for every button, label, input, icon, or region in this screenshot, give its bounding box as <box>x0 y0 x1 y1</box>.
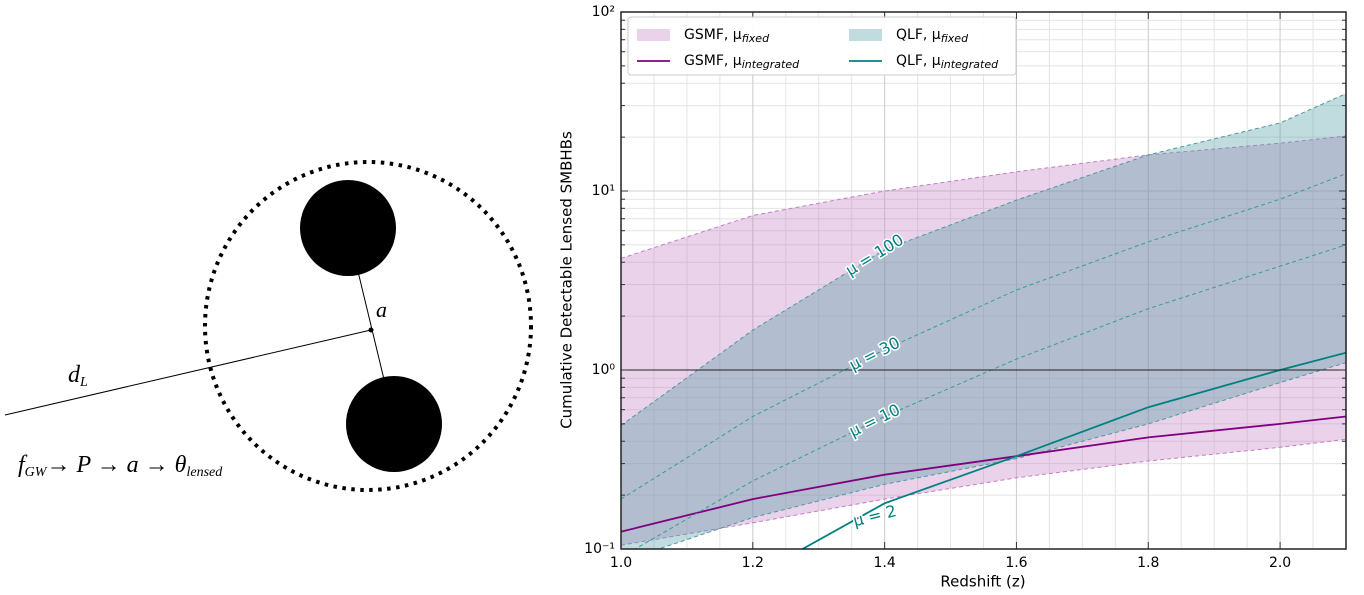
x-tick-label: 1.4 <box>874 555 896 571</box>
legend-name: QLF, μ <box>896 27 941 43</box>
y-tick-label: 10⁰ <box>592 362 616 378</box>
separation-line <box>347 229 396 426</box>
legend-name: GSMF, μ <box>684 53 742 69</box>
y-tick-label: 10⁻¹ <box>584 541 615 557</box>
band-edge <box>621 93 1346 426</box>
legend-subscript: integrated <box>941 58 999 71</box>
band-area <box>621 135 1346 546</box>
x-tick-label: 1.0 <box>610 555 632 571</box>
legend-name: QLF, μ <box>896 53 941 69</box>
center-dot <box>368 327 374 333</box>
band-edge <box>621 438 1346 546</box>
band-edge <box>657 362 1346 549</box>
legend-label: GSMF, μintegrated <box>684 53 800 71</box>
chain-part: f <box>18 452 28 478</box>
chain-subscript: GW <box>25 465 48 480</box>
plot-frame <box>620 11 1347 550</box>
chart: Cumulative Detectable Lensed SMBHBs Reds… <box>558 4 1347 591</box>
black-hole <box>300 180 396 276</box>
plot-area <box>621 12 1346 549</box>
legend-label: QLF, μfixed <box>896 27 969 45</box>
diagram: a dL fGW→ P → a → θlensed <box>4 160 533 492</box>
separation-label: a <box>376 297 387 322</box>
legend-subscript: integrated <box>742 58 800 71</box>
legend-swatch <box>849 29 882 41</box>
x-tick-label: 1.2 <box>742 555 764 571</box>
distance-line <box>4 329 372 416</box>
legend-swatch <box>637 29 670 41</box>
legend-label: QLF, μintegrated <box>896 53 999 71</box>
legend-subscript: fixed <box>941 32 969 45</box>
distance-subscript: L <box>79 375 88 390</box>
legend-label: GSMF, μfixed <box>684 27 770 45</box>
legend-box <box>627 16 1017 76</box>
chain-label: fGW→ P → a → θlensed <box>18 452 223 481</box>
y-axis-label: Cumulative Detectable Lensed SMBHBs <box>558 131 576 429</box>
y-tick-label: 10² <box>592 4 615 20</box>
x-tick-label: 1.8 <box>1137 555 1159 571</box>
contour-line <box>621 173 1346 500</box>
x-tick-label: 1.6 <box>1005 555 1027 571</box>
orbit <box>203 160 533 492</box>
y-tick-label: 10¹ <box>592 183 615 199</box>
legend-name: GSMF, μ <box>684 27 742 43</box>
chain-subscript: lensed <box>186 465 223 480</box>
legend-subscript: fixed <box>742 32 770 45</box>
black-hole <box>346 376 442 472</box>
x-axis-label: Redshift (z) <box>940 573 1025 591</box>
band-area <box>621 93 1346 549</box>
contour-label: μ = 2 <box>851 501 898 530</box>
distance-symbol: d <box>68 362 81 388</box>
contour-line <box>634 244 1346 549</box>
chain-part: → P → a → θ <box>46 452 186 478</box>
x-tick-label: 2.0 <box>1269 555 1291 571</box>
distance-label: dL <box>68 362 88 391</box>
